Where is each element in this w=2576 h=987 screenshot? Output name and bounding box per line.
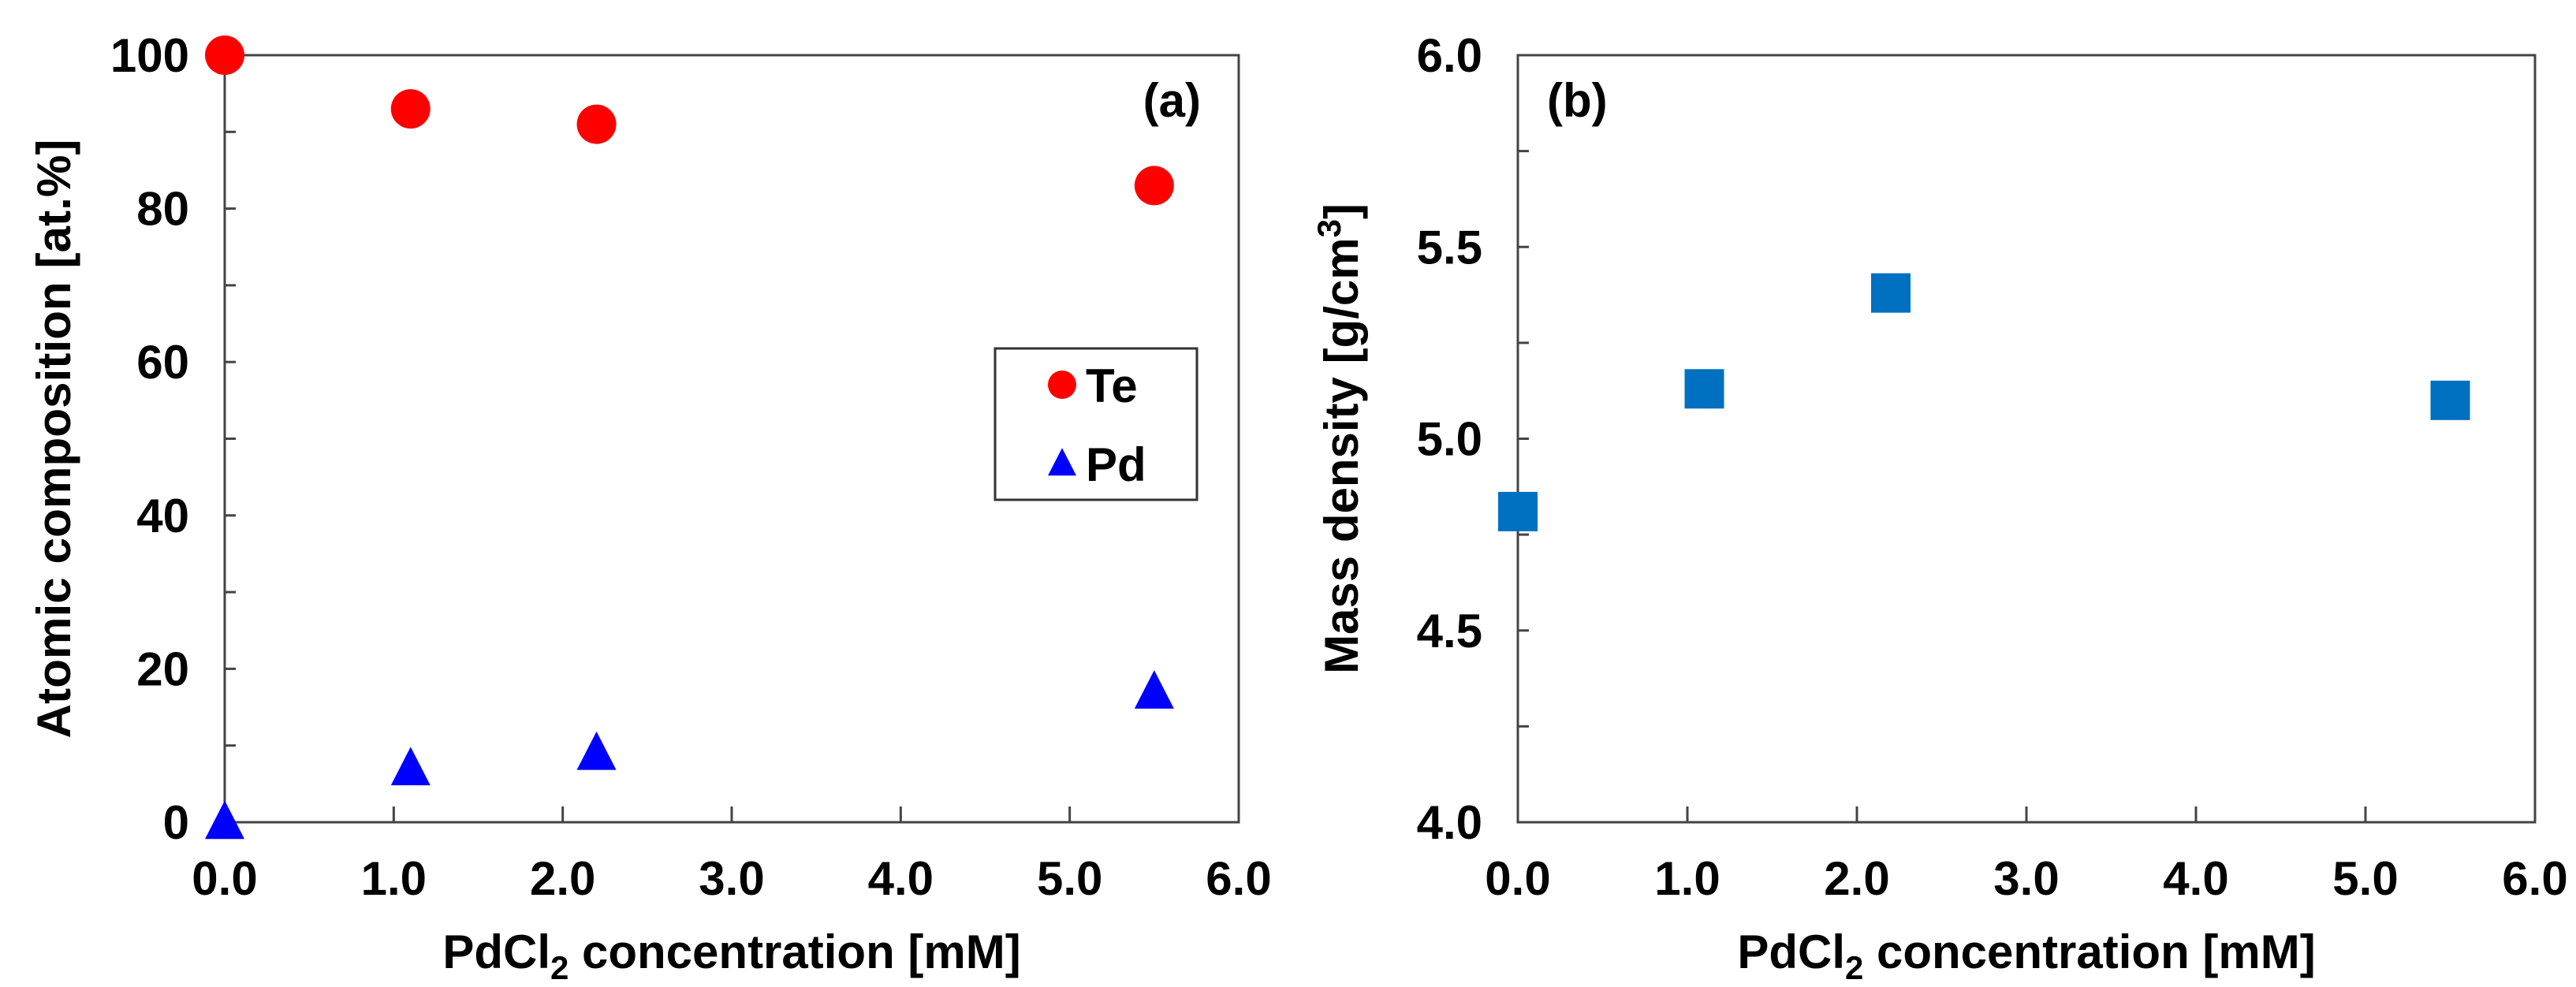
legend-te-marker — [1048, 371, 1076, 399]
x-axis-label-rest: concentration [mM] — [1863, 926, 2315, 978]
x-tick-label: 2.0 — [1824, 852, 1889, 905]
x-tick-label: 3.0 — [1993, 852, 2059, 905]
te-point — [205, 35, 244, 75]
x-axis-label-sub: 2 — [1845, 949, 1863, 986]
panel-a: 0.0 1.0 2.0 3.0 4.0 5.0 6.0 0 20 40 60 80 100 PdCl2 c… — [28, 29, 1272, 986]
y-axis-label-rest: ] — [1315, 203, 1368, 219]
x-tick-label: 2.0 — [530, 852, 595, 905]
density-point — [1684, 369, 1724, 409]
x-tick-label: 3.0 — [699, 852, 764, 905]
x-tick-label: 6.0 — [1206, 852, 1271, 905]
pd-point — [390, 747, 431, 786]
y-axis-label-main: Atomic composition [at.%] — [28, 140, 80, 739]
x-axis-label-sub: 2 — [550, 949, 569, 986]
te-point — [576, 104, 617, 144]
legend-label: Te — [1086, 359, 1138, 412]
y-tick-label: 5.5 — [1417, 221, 1482, 274]
x-axis-label-rest: concentration [mM] — [569, 926, 1020, 978]
pd-point — [205, 800, 244, 840]
legend-pd-marker — [1048, 448, 1076, 476]
density-point — [1498, 491, 1538, 531]
y-axis-label-main: Mass density [g/cm — [1315, 237, 1368, 674]
y-axis-label: Atomic composition [at.%] — [28, 140, 80, 739]
pd-point — [576, 731, 617, 770]
x-tick-label: 5.0 — [2332, 852, 2398, 905]
x-tick-label: 0.0 — [1485, 852, 1550, 905]
y-tick-label: 40 — [136, 490, 189, 542]
y-tick-label: 0 — [163, 796, 189, 849]
legend-label: Pd — [1086, 438, 1146, 491]
y-tick-label: 80 — [136, 183, 189, 236]
x-tick-label: 1.0 — [361, 852, 427, 905]
y-tick-label: 5.0 — [1417, 413, 1482, 466]
pd-point — [1134, 670, 1174, 709]
legend-box — [993, 347, 1199, 501]
x-axis-label-main: PdCl — [1737, 926, 1845, 978]
plot-frame — [1516, 54, 2537, 824]
te-point — [390, 89, 431, 129]
panel-label: (b) — [1547, 74, 1608, 127]
y-tick-label: 60 — [136, 336, 189, 389]
x-axis-label-main: PdCl — [442, 926, 550, 978]
y-axis-label: Mass density [g/cm3] — [1310, 203, 1368, 674]
te-point — [1134, 166, 1174, 206]
panel-label: (a) — [1143, 74, 1201, 127]
x-tick-label: 4.0 — [2163, 852, 2228, 905]
x-axis-label: PdCl2 concentration [mM] — [442, 926, 1020, 986]
y-tick-label: 4.5 — [1417, 605, 1482, 657]
x-tick-label: 4.0 — [868, 852, 934, 905]
x-tick-label: 5.0 — [1037, 852, 1102, 905]
y-tick-label: 4.0 — [1417, 796, 1482, 849]
x-tick-label: 0.0 — [192, 852, 257, 905]
y-tick-label: 20 — [136, 642, 189, 695]
x-axis-label: PdCl2 concentration [mM] — [1737, 926, 2315, 986]
y-tick-label: 6.0 — [1417, 29, 1482, 82]
x-tick-label: 1.0 — [1654, 852, 1720, 905]
y-tick-label: 100 — [110, 29, 189, 82]
density-point — [2430, 380, 2470, 420]
x-tick-label: 6.0 — [2502, 852, 2567, 905]
y-axis-label-sup: 3 — [1310, 219, 1348, 237]
panel-b: 0.0 1.0 2.0 3.0 4.0 5.0 6.0 4.0 4.5 5.0 5.5 6.0 PdCl… — [1310, 29, 2568, 986]
density-point — [1871, 273, 1911, 313]
